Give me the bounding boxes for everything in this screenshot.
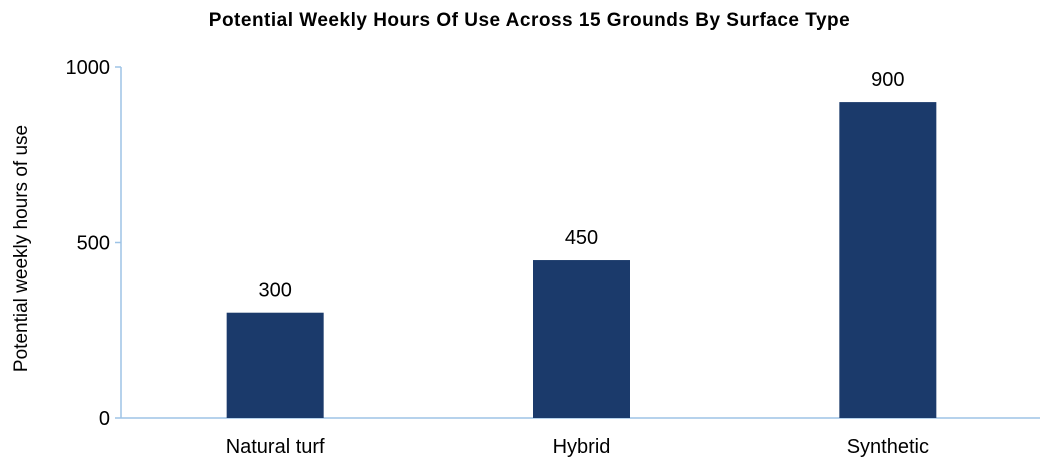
data-labels: 300 450 900 xyxy=(258,69,904,302)
bar xyxy=(839,102,937,418)
x-tick-label: Synthetic xyxy=(847,436,929,458)
data-label: 900 xyxy=(871,69,904,91)
bar xyxy=(226,312,324,418)
y-axis-label: Potential weekly hours of use xyxy=(11,125,32,372)
y-tick-label: 1000 xyxy=(66,57,111,79)
data-label: 300 xyxy=(258,280,291,302)
y-axis-label-group: Potential weekly hours of use xyxy=(11,125,32,372)
x-tick-label: Hybrid xyxy=(553,436,611,458)
y-axis: 0 500 1000 xyxy=(66,57,122,430)
y-tick-label: 0 xyxy=(99,408,110,430)
bars xyxy=(226,102,937,418)
x-tick-label: Natural turf xyxy=(226,436,325,458)
data-label: 450 xyxy=(565,227,598,249)
chart-title: Potential Weekly Hours Of Use Across 15 … xyxy=(208,10,851,31)
x-axis: Natural turf Hybrid Synthetic xyxy=(121,417,1040,458)
y-tick-label: 500 xyxy=(77,233,110,255)
bar xyxy=(533,260,630,418)
